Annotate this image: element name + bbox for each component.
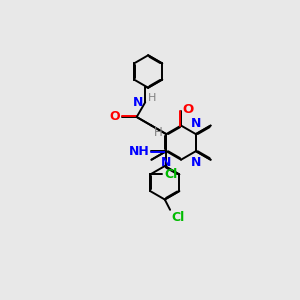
Text: N: N xyxy=(191,156,201,169)
Text: H: H xyxy=(148,93,156,103)
Text: N: N xyxy=(191,117,201,130)
Text: N: N xyxy=(161,156,171,169)
Text: NH: NH xyxy=(128,145,149,158)
Text: H: H xyxy=(154,126,162,139)
Text: Cl: Cl xyxy=(172,211,185,224)
Text: N: N xyxy=(133,96,143,109)
Text: O: O xyxy=(182,103,194,116)
Text: Cl: Cl xyxy=(164,168,177,181)
Text: O: O xyxy=(109,110,120,123)
